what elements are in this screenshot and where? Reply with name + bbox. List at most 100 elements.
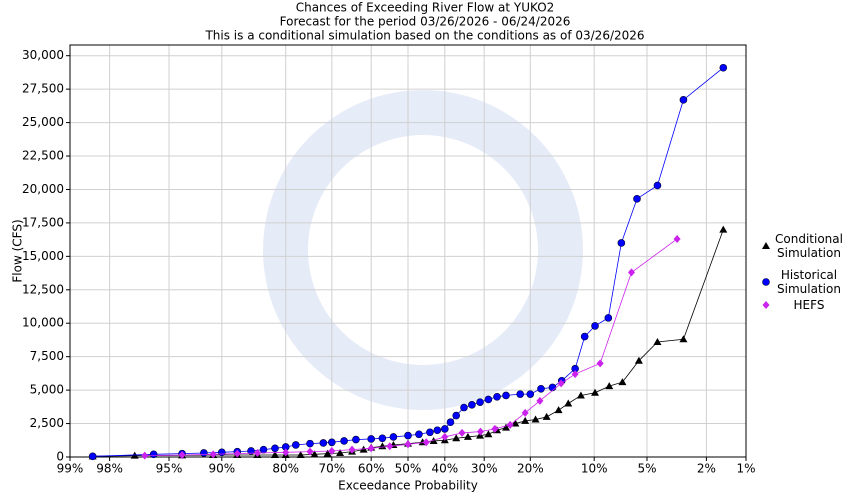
- point: [253, 448, 261, 457]
- x-tick-label: 95%: [156, 462, 183, 476]
- point: [319, 439, 328, 447]
- y-tick-label: 7,500: [30, 349, 64, 363]
- point: [415, 430, 423, 439]
- legend-entry: Historical Simulation: [777, 268, 841, 296]
- point: [463, 432, 472, 440]
- y-tick-label: 20,000: [22, 182, 64, 196]
- point: [617, 239, 626, 247]
- point: [604, 314, 613, 322]
- point: [548, 383, 557, 392]
- point: [516, 390, 524, 398]
- point: [618, 378, 627, 386]
- x-tick-label: 60%: [358, 462, 385, 476]
- y-tick-label: 0: [56, 450, 64, 464]
- point: [506, 420, 514, 429]
- point: [484, 395, 493, 404]
- point: [340, 437, 348, 445]
- point: [433, 426, 442, 435]
- point: [521, 416, 530, 424]
- point: [634, 356, 643, 364]
- legend-entry: HEFS: [793, 298, 825, 312]
- point: [422, 438, 430, 447]
- point: [576, 391, 585, 399]
- point: [762, 242, 770, 249]
- point: [627, 268, 635, 277]
- point: [580, 332, 589, 341]
- point: [501, 423, 510, 431]
- watermark: [263, 90, 583, 410]
- x-tick-label: 90%: [208, 462, 235, 476]
- point: [679, 335, 688, 343]
- point: [633, 195, 641, 203]
- point: [653, 337, 662, 345]
- point: [306, 439, 314, 448]
- point: [348, 445, 356, 454]
- x-tick-label: 50%: [395, 462, 422, 476]
- point: [591, 388, 600, 396]
- point: [554, 406, 563, 414]
- point: [458, 428, 466, 437]
- point: [526, 390, 535, 398]
- point: [653, 181, 662, 190]
- point: [336, 448, 345, 456]
- point: [762, 301, 770, 309]
- point: [502, 391, 510, 400]
- point: [468, 401, 476, 409]
- chart-title: Chances of Exceeding River Flow at YUKO2: [296, 1, 555, 15]
- x-tick-label: 40%: [431, 462, 458, 476]
- plot-frame: [69, 44, 747, 458]
- point: [484, 430, 493, 438]
- point: [536, 396, 544, 405]
- point: [88, 452, 97, 461]
- point: [386, 442, 394, 451]
- point: [404, 440, 412, 449]
- point: [141, 451, 149, 460]
- point: [367, 435, 375, 443]
- point: [476, 427, 484, 436]
- y-tick-label: 15,000: [22, 249, 64, 263]
- grid: [69, 45, 747, 458]
- y-tick-label: 30,000: [22, 48, 64, 62]
- point: [493, 393, 501, 401]
- point: [306, 447, 314, 456]
- x-tick-label: 30%: [471, 462, 498, 476]
- x-tick-label: 10%: [581, 462, 608, 476]
- point: [719, 225, 728, 233]
- point: [218, 448, 226, 457]
- point: [209, 450, 217, 459]
- point: [679, 96, 688, 104]
- y-tick-label: 25,000: [22, 115, 64, 129]
- point: [762, 278, 770, 286]
- point: [521, 408, 529, 417]
- point: [571, 370, 579, 379]
- point: [328, 446, 336, 455]
- point: [271, 444, 279, 453]
- point: [247, 447, 255, 455]
- y-tick-label: 22,500: [22, 149, 64, 163]
- x-tick-label: 98%: [96, 462, 123, 476]
- point: [446, 418, 455, 427]
- y-tick-label: 27,500: [22, 82, 64, 96]
- chart-subtitle: This is a conditional simulation based o…: [204, 29, 644, 43]
- point: [292, 441, 300, 449]
- point: [605, 382, 614, 390]
- x-tick-label: 20%: [517, 462, 544, 476]
- point: [233, 449, 241, 458]
- point: [378, 434, 387, 443]
- y-tick-label: 17,500: [22, 215, 64, 229]
- x-tick-label: 70%: [318, 462, 345, 476]
- chart-subtitle: Forecast for the period 03/26/2026 - 06/…: [280, 15, 571, 29]
- point: [282, 448, 290, 457]
- legend-entry: Conditional Simulation: [775, 232, 843, 260]
- point: [491, 424, 499, 433]
- point: [476, 398, 484, 406]
- point: [149, 450, 158, 459]
- point: [537, 384, 545, 393]
- point: [200, 449, 208, 457]
- point: [564, 399, 573, 407]
- y-axis-label: Flow (CFS): [11, 219, 25, 282]
- point: [323, 449, 332, 457]
- x-tick-label: 2%: [697, 462, 716, 476]
- point: [389, 433, 398, 441]
